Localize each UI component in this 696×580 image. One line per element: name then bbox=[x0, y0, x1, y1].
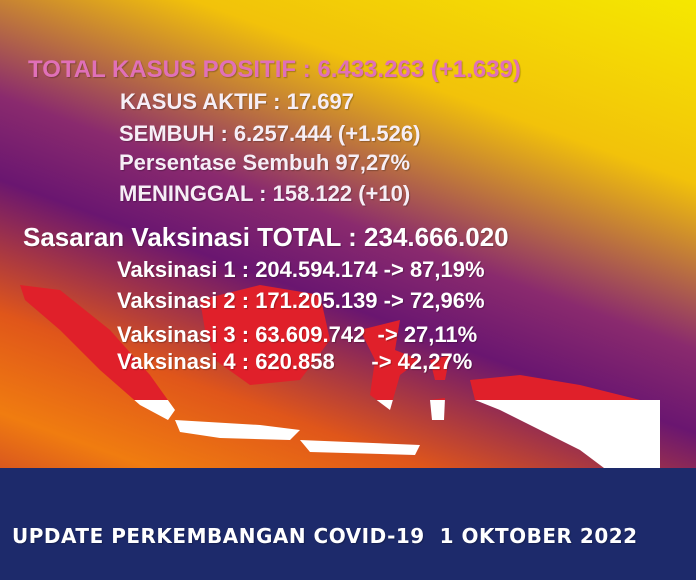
total-kasus-positif: TOTAL KASUS POSITIF : 6.433.263 (+1.639) bbox=[28, 56, 521, 83]
map-red-half bbox=[20, 285, 660, 400]
vaksinasi-1: Vaksinasi 1 : 204.594.174 -> 87,19% bbox=[117, 257, 485, 282]
sasaran-vaksinasi: Sasaran Vaksinasi TOTAL : 234.666.020 bbox=[23, 222, 509, 252]
vaksinasi-2: Vaksinasi 2 : 171.205.139 -> 72,96% bbox=[117, 288, 485, 313]
persentase-sembuh: Persentase Sembuh 97,27% bbox=[119, 150, 411, 175]
vaksinasi-3: Vaksinasi 3 : 63.609.742 -> 27,11% bbox=[117, 322, 478, 347]
sembuh: SEMBUH : 6.257.444 (+1.526) bbox=[119, 121, 421, 146]
vaksinasi-4: Vaksinasi 4 : 620.858 -> 42,27% bbox=[117, 349, 473, 374]
update-caption: UPDATE PERKEMBANGAN COVID-19 1 OKTOBER 2… bbox=[12, 524, 638, 548]
footer-band bbox=[0, 468, 696, 580]
meninggal: MENINGGAL : 158.122 (+10) bbox=[119, 181, 411, 206]
kasus-aktif: KASUS AKTIF : 17.697 bbox=[120, 89, 354, 114]
